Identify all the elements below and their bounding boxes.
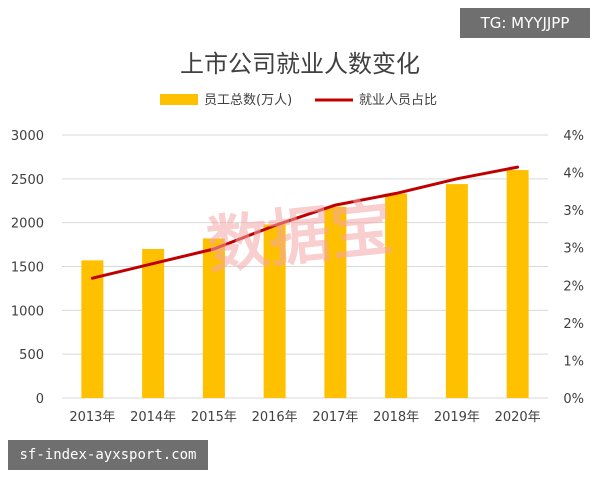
right-axis-ticks: 0% 1% 2% 2% 3% 3% 4% 4% (563, 129, 584, 407)
y-left-tick-label: 1500 (11, 261, 44, 276)
left-axis-ticks: 0 500 1000 1500 2000 2500 3000 (11, 129, 44, 407)
y-right-tick-label: 2% (563, 317, 584, 332)
bar (324, 206, 347, 398)
legend-label-line: 就业人员占比 (359, 93, 437, 108)
y-left-tick-label: 500 (19, 348, 44, 363)
x-tick-label: 2020年 (495, 410, 541, 425)
x-tick-label: 2015年 (191, 410, 237, 425)
y-right-tick-label: 1% (563, 354, 584, 369)
y-left-tick-label: 2500 (11, 173, 44, 188)
x-tick-label: 2018年 (373, 410, 419, 425)
y-right-tick-label: 4% (563, 167, 584, 182)
y-right-tick-label: 2% (563, 279, 584, 294)
url-badge: sf-index-ayxsport.com (8, 440, 208, 470)
x-tick-label: 2013年 (69, 410, 115, 425)
y-left-tick-label: 1000 (11, 304, 44, 319)
y-right-tick-label: 3% (563, 242, 584, 257)
x-tick-label: 2016年 (252, 410, 298, 425)
y-left-tick-label: 2000 (11, 217, 44, 232)
series-line (90, 165, 520, 280)
watermark: 数据宝 (203, 190, 396, 282)
tg-badge: TG: MYYJJPP (460, 8, 590, 38)
y-right-tick-label: 0% (563, 392, 584, 407)
bar (445, 184, 468, 398)
bar (81, 260, 104, 398)
bar (202, 238, 225, 398)
bar (263, 224, 286, 398)
y-left-tick-label: 3000 (11, 129, 44, 144)
x-axis-ticks: 2013年 2014年 2015年 2016年 2017年 2018年 2019年 2020年 (69, 410, 540, 425)
y-left-tick-label: 0 (36, 392, 44, 407)
bar-series (81, 170, 529, 398)
x-tick-label: 2014年 (130, 410, 176, 425)
legend-label-bar: 员工总数(万人) (204, 93, 292, 108)
x-tick-label: 2019年 (434, 410, 480, 425)
x-tick-label: 2017年 (312, 410, 358, 425)
chart-title: 上市公司就业人数变化 (180, 50, 420, 78)
bar (142, 248, 165, 398)
line-series (90, 165, 520, 280)
y-right-tick-label: 4% (563, 129, 584, 144)
bar (385, 193, 408, 398)
bar (506, 170, 529, 398)
y-right-tick-label: 3% (563, 204, 584, 219)
legend: 员工总数(万人) 就业人员占比 (160, 93, 437, 108)
legend-swatch-bar (160, 94, 198, 105)
